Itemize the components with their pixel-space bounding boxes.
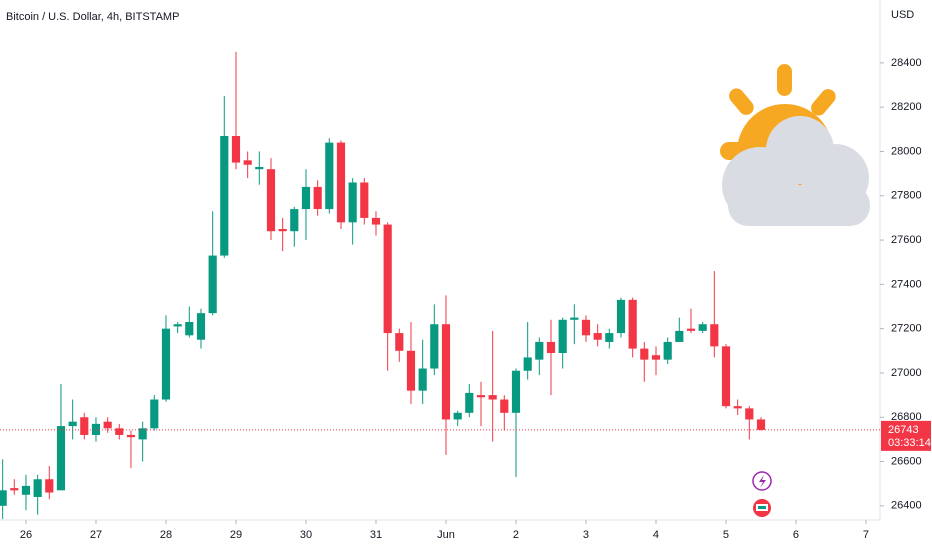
y-tick-label: 27400 — [891, 278, 922, 290]
candle-body — [395, 333, 404, 351]
candle-body — [745, 408, 754, 420]
candle-body — [208, 255, 217, 314]
candle-body — [663, 341, 672, 360]
candle-body — [640, 348, 649, 360]
candle-body — [453, 412, 462, 420]
candle-body — [10, 488, 19, 491]
y-tick-label: 27000 — [891, 367, 922, 379]
candle-body — [628, 299, 637, 349]
candle-body — [476, 395, 486, 398]
candle-body — [313, 186, 322, 210]
candle-body — [605, 333, 614, 342]
last-price-label: 26743 — [888, 424, 919, 436]
candle-body — [103, 421, 112, 429]
candle-body — [115, 428, 124, 435]
candle-body — [383, 224, 392, 334]
candle-body — [500, 399, 509, 413]
currency-label: USD — [891, 9, 914, 21]
candle-body — [138, 428, 147, 440]
candle-body — [301, 186, 311, 210]
y-tick-label: 27600 — [891, 234, 922, 246]
y-tick-label: 28400 — [891, 57, 922, 69]
x-tick-label: 30 — [300, 529, 312, 541]
x-tick-label: 27 — [90, 529, 102, 541]
candle-body — [220, 135, 229, 256]
y-tick-label: 28000 — [891, 145, 922, 157]
x-tick-label: 3 — [583, 529, 589, 541]
y-tick-label: 28200 — [891, 101, 922, 113]
x-tick-label: 26 — [20, 529, 32, 541]
candle-body — [570, 317, 579, 320]
candle-body — [360, 182, 369, 218]
candle-body — [0, 490, 7, 506]
x-tick-label: 4 — [653, 529, 659, 541]
candle-body — [523, 357, 532, 371]
candle-body — [593, 333, 602, 340]
candle-body — [266, 169, 276, 232]
candle-body — [68, 421, 77, 427]
candle-body — [126, 434, 136, 438]
candle-body — [21, 485, 31, 495]
candle-body — [278, 228, 287, 232]
event-icons — [752, 471, 772, 517]
candle-body — [698, 324, 707, 331]
candle-body — [756, 419, 766, 430]
candle-body — [441, 324, 451, 420]
candle-body — [255, 166, 264, 170]
x-tick-label: 2 — [513, 529, 519, 541]
candle-body — [418, 368, 427, 391]
x-tick-label: 6 — [793, 529, 799, 541]
candle-body — [243, 160, 252, 165]
candle-body — [733, 406, 742, 409]
candle-body — [535, 341, 544, 360]
candle-body — [581, 319, 591, 336]
x-tick-label: 31 — [370, 529, 382, 541]
candle-body — [56, 426, 66, 491]
x-tick-label: 29 — [230, 529, 242, 541]
x-tick-label: 7 — [863, 529, 869, 541]
candle-body — [150, 399, 159, 429]
candle-body — [290, 209, 299, 232]
last-price-box — [881, 420, 931, 451]
candle-body — [231, 135, 241, 163]
y-tick-label: 26600 — [891, 455, 922, 467]
candle-body — [336, 142, 346, 223]
y-tick-label: 27200 — [891, 323, 922, 335]
candle-body — [173, 324, 182, 327]
candle-body — [546, 341, 556, 354]
candle-body — [721, 346, 731, 407]
candle-body — [465, 392, 474, 413]
countdown-label: 03:33:14 — [888, 437, 931, 449]
candle-body — [616, 299, 626, 334]
candle-body — [325, 142, 334, 210]
candle-body — [161, 328, 171, 400]
candle-body — [80, 417, 89, 435]
candle-body — [675, 330, 684, 342]
y-tick-label: 26800 — [891, 411, 922, 423]
weather-icon — [720, 64, 870, 226]
candle-body — [196, 313, 206, 340]
y-tick-label: 26400 — [891, 500, 922, 512]
x-tick-label: 5 — [723, 529, 729, 541]
candle-body — [45, 479, 54, 493]
candle-body — [430, 324, 439, 369]
candle-body — [651, 355, 661, 360]
candle-body — [371, 217, 381, 225]
candle-body — [686, 328, 696, 331]
candle-body — [558, 319, 567, 354]
candle-body — [348, 182, 357, 223]
x-tick-label: Jun — [437, 529, 455, 541]
y-tick-label: 27800 — [891, 190, 922, 202]
candle-body — [511, 370, 521, 413]
candle-body — [488, 395, 497, 400]
chart-title: Bitcoin / U.S. Dollar, 4h, BITSTAMP — [6, 11, 179, 23]
candle-body — [710, 324, 719, 347]
candle-body — [406, 350, 416, 391]
candle-body — [91, 423, 101, 435]
x-tick-label: 28 — [160, 529, 172, 541]
candle-body — [33, 479, 42, 497]
candle-body — [185, 322, 194, 336]
